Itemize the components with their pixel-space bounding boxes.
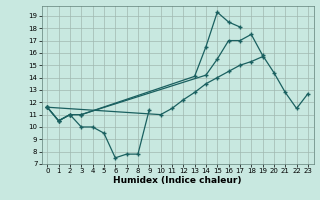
X-axis label: Humidex (Indice chaleur): Humidex (Indice chaleur): [113, 176, 242, 185]
